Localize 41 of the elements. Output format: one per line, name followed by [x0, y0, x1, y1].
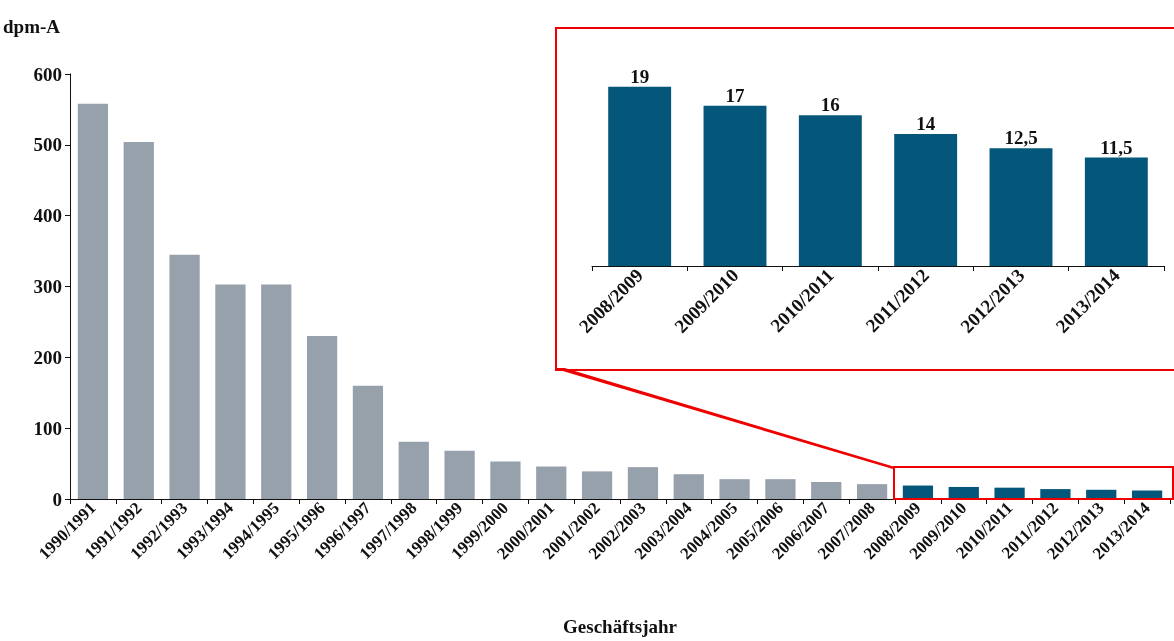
y-tick-label: 200: [33, 346, 63, 368]
bar: [306, 336, 338, 499]
bar: [765, 479, 796, 499]
data-label: 11,5: [1100, 136, 1133, 158]
y-tick-label: 400: [33, 205, 63, 227]
y-tick-label: 600: [33, 63, 63, 85]
bar: [948, 486, 979, 499]
bar: [719, 479, 750, 499]
bar: [856, 484, 888, 499]
bar: [989, 148, 1053, 266]
bar: [894, 134, 958, 266]
y-tick-label: 500: [33, 134, 63, 156]
data-label: 17: [725, 84, 745, 106]
data-label: 19: [630, 65, 650, 87]
bar: [1084, 157, 1148, 266]
bar: [536, 466, 567, 499]
bar: [169, 254, 200, 499]
y-tick-label: 100: [33, 417, 63, 439]
bar: [77, 103, 109, 499]
bar: [1040, 489, 1071, 499]
bar: [444, 450, 475, 499]
bar: [798, 115, 862, 266]
bar: [123, 142, 154, 499]
y-axis-title: dpm-A: [2, 16, 61, 37]
data-label: 16: [820, 94, 840, 116]
bar: [581, 471, 613, 499]
bar: [608, 86, 672, 266]
bar: [490, 461, 521, 499]
y-tick-label: 300: [33, 276, 63, 297]
data-label: 12,5: [1004, 127, 1038, 149]
bar: [215, 284, 246, 499]
bar: [811, 482, 842, 499]
bar: [673, 474, 704, 499]
x-axis-title: Geschäftsjahr: [563, 616, 678, 637]
bar: [398, 441, 429, 499]
bar: [703, 105, 767, 266]
bar: [352, 385, 384, 499]
data-label: 14: [916, 113, 936, 134]
bar: [261, 284, 292, 499]
bar: [994, 487, 1025, 499]
bar: [627, 467, 659, 499]
